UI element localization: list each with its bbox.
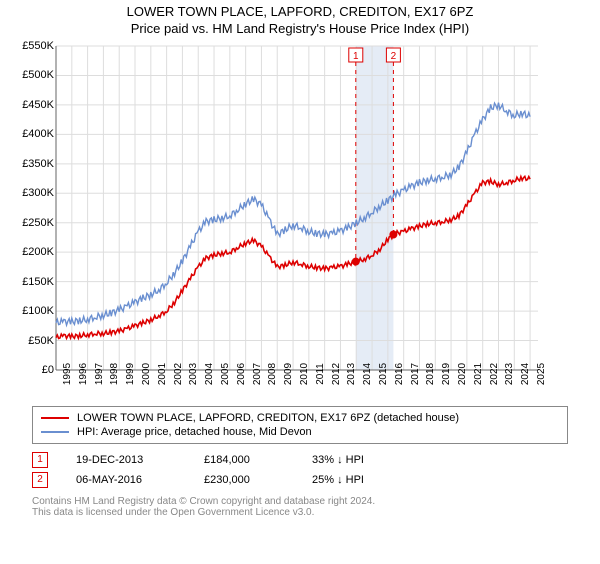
footer-attribution: Contains HM Land Registry data © Crown c… bbox=[32, 496, 568, 518]
x-axis-labels: 1995199619971998199920002001200220032004… bbox=[6, 374, 546, 404]
x-tick-label: 2016 bbox=[388, 363, 405, 385]
x-tick-label: 2009 bbox=[277, 363, 294, 385]
y-tick-label: £450K bbox=[6, 99, 54, 111]
footer-line-2: This data is licensed under the Open Gov… bbox=[32, 507, 568, 518]
x-tick-label: 2019 bbox=[435, 363, 452, 385]
x-tick-label: 2000 bbox=[135, 363, 152, 385]
svg-text:2: 2 bbox=[391, 51, 397, 62]
x-tick-label: 2008 bbox=[261, 363, 278, 385]
y-tick-label: £550K bbox=[6, 40, 54, 52]
chart-area: 12 £0£50K£100K£150K£200K£250K£300K£350K£… bbox=[0, 40, 600, 400]
event-list: 1 19-DEC-2013 £184,000 33% ↓ HPI 2 06-MAY-201… bbox=[32, 450, 568, 490]
legend-swatch bbox=[41, 431, 69, 433]
event-marker: 1 bbox=[32, 452, 48, 468]
x-tick-label: 2020 bbox=[451, 363, 468, 385]
legend-swatch bbox=[41, 417, 69, 419]
event-price: £184,000 bbox=[204, 454, 284, 466]
y-tick-label: £200K bbox=[6, 246, 54, 258]
event-row: 1 19-DEC-2013 £184,000 33% ↓ HPI bbox=[32, 450, 568, 470]
x-tick-label: 2005 bbox=[214, 363, 231, 385]
event-marker: 2 bbox=[32, 472, 48, 488]
x-tick-label: 2021 bbox=[467, 363, 484, 385]
x-tick-label: 2001 bbox=[151, 363, 168, 385]
x-tick-label: 2004 bbox=[198, 363, 215, 385]
legend-item: LOWER TOWN PLACE, LAPFORD, CREDITON, EX1… bbox=[41, 411, 559, 425]
chart-container: { "header": { "title": "LOWER TOWN PLACE… bbox=[0, 4, 600, 518]
chart-svg: 12 bbox=[6, 40, 546, 400]
x-tick-label: 1998 bbox=[103, 363, 120, 385]
x-tick-label: 1995 bbox=[56, 363, 73, 385]
y-tick-label: £250K bbox=[6, 217, 54, 229]
x-tick-label: 2018 bbox=[419, 363, 436, 385]
y-tick-label: £350K bbox=[6, 158, 54, 170]
legend-item: HPI: Average price, detached house, Mid … bbox=[41, 425, 559, 439]
x-tick-label: 2025 bbox=[530, 363, 547, 385]
y-tick-label: £150K bbox=[6, 276, 54, 288]
x-tick-label: 2011 bbox=[309, 363, 326, 385]
event-date: 06-MAY-2016 bbox=[76, 474, 176, 486]
event-row: 2 06-MAY-2016 £230,000 25% ↓ HPI bbox=[32, 470, 568, 490]
event-delta: 33% ↓ HPI bbox=[312, 454, 364, 466]
svg-text:1: 1 bbox=[353, 51, 359, 62]
x-tick-label: 2013 bbox=[340, 363, 357, 385]
x-tick-label: 1996 bbox=[72, 363, 89, 385]
event-delta: 25% ↓ HPI bbox=[312, 474, 364, 486]
chart-subtitle: Price paid vs. HM Land Registry's House … bbox=[0, 21, 600, 36]
y-tick-label: £300K bbox=[6, 187, 54, 199]
x-tick-label: 2010 bbox=[293, 363, 310, 385]
y-tick-label: £500K bbox=[6, 69, 54, 81]
chart-title: LOWER TOWN PLACE, LAPFORD, CREDITON, EX1… bbox=[0, 4, 600, 19]
y-tick-label: £100K bbox=[6, 305, 54, 317]
footer-line-1: Contains HM Land Registry data © Crown c… bbox=[32, 496, 568, 507]
legend: LOWER TOWN PLACE, LAPFORD, CREDITON, EX1… bbox=[32, 406, 568, 444]
x-tick-label: 2024 bbox=[514, 363, 531, 385]
x-tick-label: 1999 bbox=[119, 363, 136, 385]
x-tick-label: 2006 bbox=[230, 363, 247, 385]
x-tick-label: 2023 bbox=[498, 363, 515, 385]
event-date: 19-DEC-2013 bbox=[76, 454, 176, 466]
y-tick-label: £400K bbox=[6, 128, 54, 140]
event-price: £230,000 bbox=[204, 474, 284, 486]
legend-label: LOWER TOWN PLACE, LAPFORD, CREDITON, EX1… bbox=[77, 412, 459, 424]
x-tick-label: 2014 bbox=[356, 363, 373, 385]
legend-label: HPI: Average price, detached house, Mid … bbox=[77, 426, 312, 438]
x-tick-label: 2003 bbox=[182, 363, 199, 385]
y-tick-label: £50K bbox=[6, 335, 54, 347]
y-axis-labels: £0£50K£100K£150K£200K£250K£300K£350K£400… bbox=[0, 40, 54, 400]
x-tick-label: 2015 bbox=[372, 363, 389, 385]
